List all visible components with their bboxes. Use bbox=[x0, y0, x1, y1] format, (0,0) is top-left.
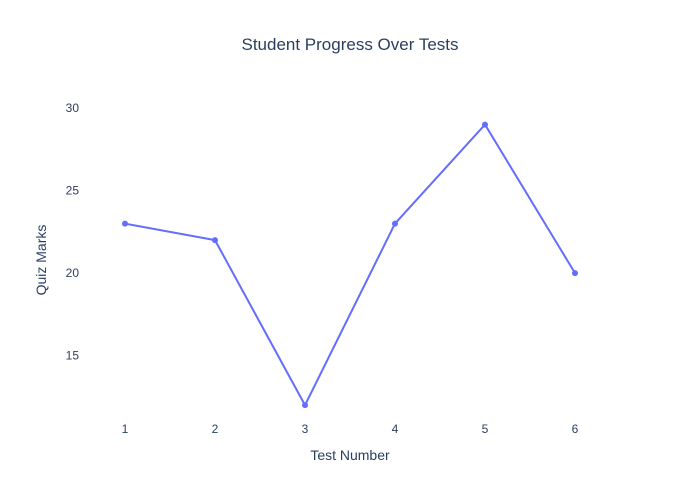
x-tick-label: 1 bbox=[122, 422, 129, 436]
data-point bbox=[302, 402, 308, 409]
y-tick-label: 20 bbox=[66, 266, 80, 280]
data-point bbox=[572, 270, 578, 277]
series-line bbox=[124, 123, 576, 407]
y-axis-label: Quiz Marks bbox=[33, 225, 49, 296]
y-tick-label: 25 bbox=[66, 184, 80, 198]
data-point bbox=[392, 220, 398, 227]
y-tick-label: 15 bbox=[66, 349, 80, 363]
data-point bbox=[122, 220, 128, 227]
x-tick-label: 3 bbox=[302, 422, 309, 436]
y-tick-label: 30 bbox=[66, 101, 80, 115]
data-point bbox=[212, 237, 218, 244]
x-tick-label: 2 bbox=[212, 422, 219, 436]
chart-title: Student Progress Over Tests bbox=[241, 35, 458, 54]
x-tick-label: 5 bbox=[482, 422, 489, 436]
plot-area: 15 20 25 30 1 2 3 4 5 6 bbox=[66, 101, 579, 436]
x-tick-label: 6 bbox=[572, 422, 579, 436]
data-point bbox=[482, 121, 488, 128]
x-axis-label: Test Number bbox=[310, 447, 390, 463]
x-tick-label: 4 bbox=[392, 422, 399, 436]
